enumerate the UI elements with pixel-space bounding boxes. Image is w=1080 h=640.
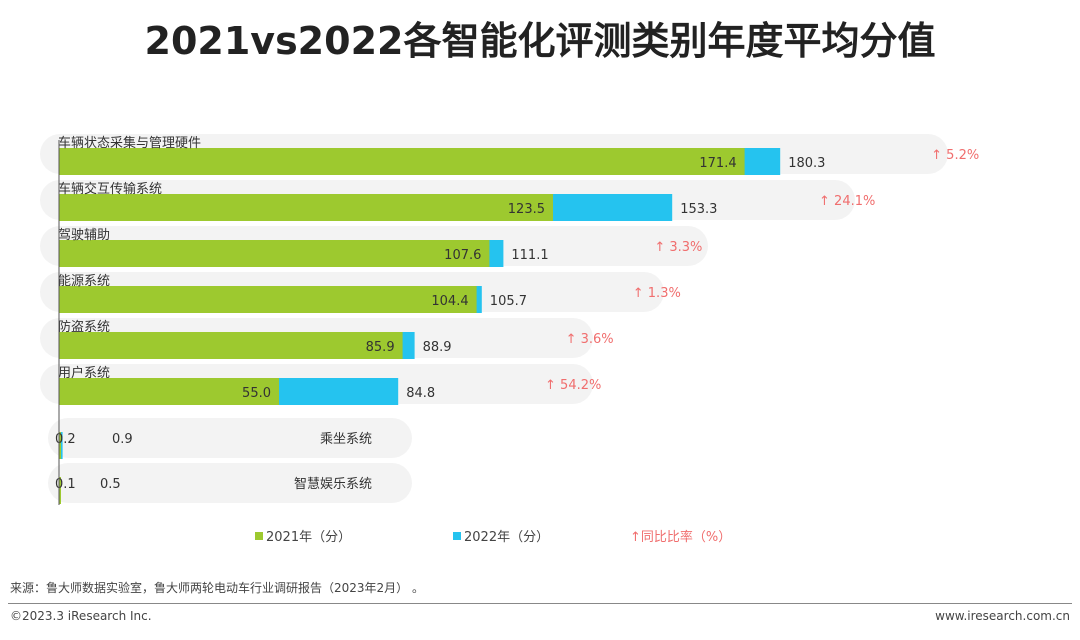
bar-chart: 车辆状态采集与管理硬件 171.4 180.3 ↑ 5.2% 车辆交互传输系统 123.5… xyxy=(40,134,979,505)
footer-divider xyxy=(8,603,1072,604)
value-label-2022: 153.3 xyxy=(680,202,717,217)
value-label-2021: 85.9 xyxy=(366,340,395,355)
category-label: 驾驶辅助 xyxy=(58,228,110,243)
category-label: 防盗系统 xyxy=(58,319,110,335)
value-label-2021: 0.1 xyxy=(55,477,76,492)
bar-2021 xyxy=(59,148,745,175)
value-label-2022: 105.7 xyxy=(490,294,527,309)
growth-rate-label: ↑ 54.2% xyxy=(545,378,601,393)
row-background-pill xyxy=(48,463,412,503)
category-label: 车辆状态采集与管理硬件 xyxy=(58,135,201,151)
category-label: 车辆交互传输系统 xyxy=(58,181,162,197)
value-label-2021: 0.2 xyxy=(55,432,76,447)
growth-rate-label: ↑ 1.3% xyxy=(633,286,681,301)
source-note: 来源：鲁大师数据实验室，鲁大师两轮电动车行业调研报告（2023年2月） 。 xyxy=(10,581,424,595)
legend-growth-rate: ↑同比比率（%） xyxy=(630,526,731,545)
category-label: 智慧娱乐系统 xyxy=(294,476,372,492)
website: www.iresearch.com.cn xyxy=(935,609,1070,623)
value-label-2022: 111.1 xyxy=(511,248,548,263)
bar-2021 xyxy=(59,477,61,504)
bar-2021 xyxy=(59,432,61,459)
category-label: 能源系统 xyxy=(58,274,110,289)
bar-2021 xyxy=(59,240,490,267)
bar-2021 xyxy=(59,332,403,359)
bar-2021 xyxy=(59,378,279,405)
legend-growth-label: ↑同比比率（%） xyxy=(630,530,732,545)
bar-2021 xyxy=(59,194,553,221)
category-label: 乘坐系统 xyxy=(320,432,372,447)
legend-2022-swatch xyxy=(453,531,461,540)
value-label-2021: 55.0 xyxy=(242,386,271,401)
legend-2021: 2021年（分） xyxy=(255,526,351,545)
value-label-2022: 88.9 xyxy=(423,340,452,355)
legend-2021-label: 2021年（分） xyxy=(266,530,352,545)
growth-rate-label: ↑ 3.6% xyxy=(566,332,614,347)
row-background-pill xyxy=(48,418,412,458)
legend-2022-label: 2022年（分） xyxy=(464,530,550,545)
value-label-2022: 180.3 xyxy=(788,156,825,171)
value-label-2021: 107.6 xyxy=(444,248,481,263)
legend-2022: 2022年（分） xyxy=(453,526,549,545)
value-label-2021: 171.4 xyxy=(699,156,736,171)
value-label-2022: 0.5 xyxy=(100,477,121,492)
legend-2021-swatch xyxy=(255,531,263,540)
value-label-2021: 104.4 xyxy=(431,294,468,309)
copyright: ©2023.3 iResearch Inc. xyxy=(10,609,152,623)
chart-title: 2021vs2022各智能化评测类别年度平均分值 xyxy=(144,19,936,63)
value-label-2022: 0.9 xyxy=(112,432,133,447)
growth-rate-label: ↑ 24.1% xyxy=(819,194,875,209)
bar-2021 xyxy=(59,286,477,313)
value-label-2022: 84.8 xyxy=(406,386,435,401)
growth-rate-label: ↑ 3.3% xyxy=(654,240,702,255)
value-label-2021: 123.5 xyxy=(508,202,545,217)
growth-rate-label: ↑ 5.2% xyxy=(931,148,979,163)
category-label: 用户系统 xyxy=(58,365,110,381)
